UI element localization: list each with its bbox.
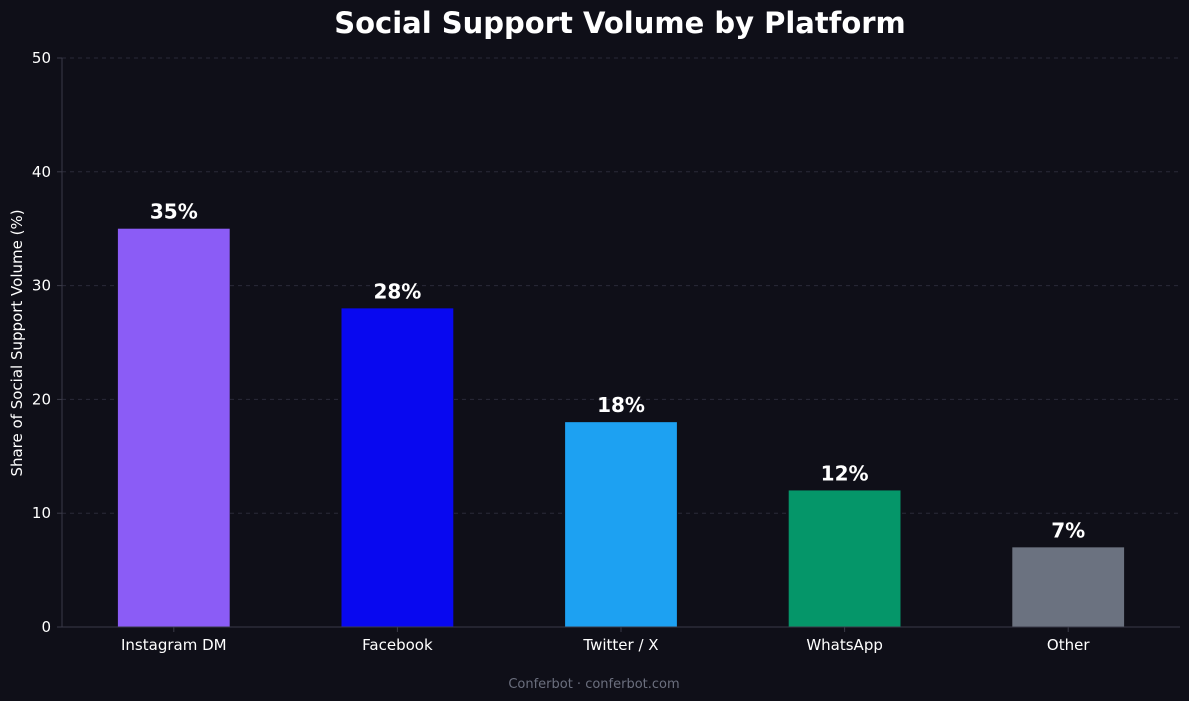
y-tick-label: 0 bbox=[41, 618, 51, 636]
axes: 0 10 20 30 40 50 Instagram DM Facebook Twitter /… bbox=[32, 49, 1180, 654]
y-tick-label: 30 bbox=[32, 277, 51, 295]
bar-data-label: 18% bbox=[597, 393, 645, 417]
y-tick-label: 40 bbox=[32, 163, 51, 181]
bar-data-label: 35% bbox=[150, 200, 198, 224]
grid bbox=[62, 57, 1180, 514]
bar-data-label: 28% bbox=[373, 279, 421, 303]
bar bbox=[117, 228, 230, 627]
x-tick-label: Other bbox=[1047, 636, 1090, 654]
y-tick-label: 20 bbox=[32, 390, 51, 408]
chart-title: Social Support Volume by Platform bbox=[334, 6, 906, 40]
data-labels: 35% 28% 18% 12% 7% bbox=[150, 200, 1085, 543]
bar-data-label: 7% bbox=[1051, 518, 1085, 542]
bar-data-label: 12% bbox=[821, 461, 869, 485]
x-tick-label: Twitter / X bbox=[582, 636, 658, 654]
bars bbox=[117, 228, 1125, 627]
x-tick-label: Facebook bbox=[362, 636, 433, 654]
y-tick-label: 10 bbox=[32, 504, 51, 522]
y-tick-label: 50 bbox=[32, 49, 51, 67]
x-tick-label: WhatsApp bbox=[806, 636, 883, 654]
footer-credit: Conferbot · conferbot.com bbox=[508, 677, 679, 692]
y-axis-label: Share of Social Support Volume (%) bbox=[8, 209, 26, 476]
bar bbox=[341, 308, 454, 627]
x-tick-label: Instagram DM bbox=[121, 636, 227, 654]
bar bbox=[1012, 547, 1125, 627]
bar bbox=[788, 490, 901, 627]
bar bbox=[565, 422, 677, 627]
